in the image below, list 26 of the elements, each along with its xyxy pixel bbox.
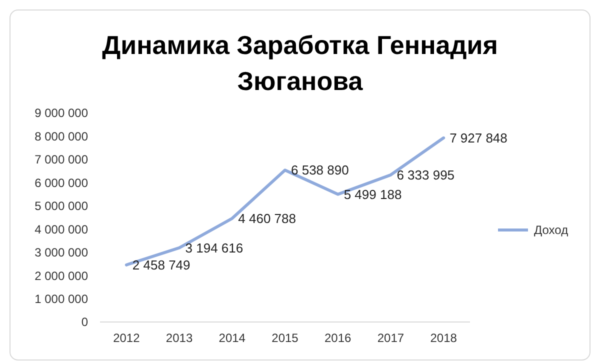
y-tick-label: 4 000 000 (34, 222, 88, 236)
legend-label: Доход (534, 223, 568, 238)
data-label: 3 194 616 (185, 240, 244, 256)
data-label: 2 458 749 (132, 257, 190, 272)
x-tick-label: 2017 (377, 331, 404, 345)
y-tick-label: 5 000 000 (34, 199, 88, 214)
data-label: 6 333 995 (396, 167, 455, 182)
x-tick-label: 2018 (430, 331, 458, 345)
x-tick-label: 2014 (218, 331, 246, 345)
y-tick-label: 2 000 000 (34, 268, 88, 283)
x-tick-label: 2012 (113, 331, 140, 345)
x-tick-label: 2016 (324, 331, 352, 345)
chart-title: Динамика Заработка Геннадия Зюганова (102, 30, 498, 96)
data-label: 4 460 788 (238, 210, 296, 226)
data-label: 6 538 890 (291, 162, 349, 178)
data-label: 7 927 848 (450, 130, 508, 146)
y-tick-label: 6 000 000 (34, 176, 88, 190)
data-label: 5 499 188 (344, 186, 402, 202)
y-tick-label: 7 000 000 (34, 152, 88, 167)
x-tick-label: 2013 (166, 331, 193, 345)
x-tick-label: 2015 (272, 331, 299, 345)
y-tick-label: 3 000 000 (34, 246, 88, 260)
y-tick-label: 9 000 000 (34, 106, 88, 120)
y-tick-label: 1 000 000 (34, 292, 88, 306)
y-tick-label: 0 (81, 315, 88, 330)
y-tick-label: 8 000 000 (34, 129, 88, 144)
